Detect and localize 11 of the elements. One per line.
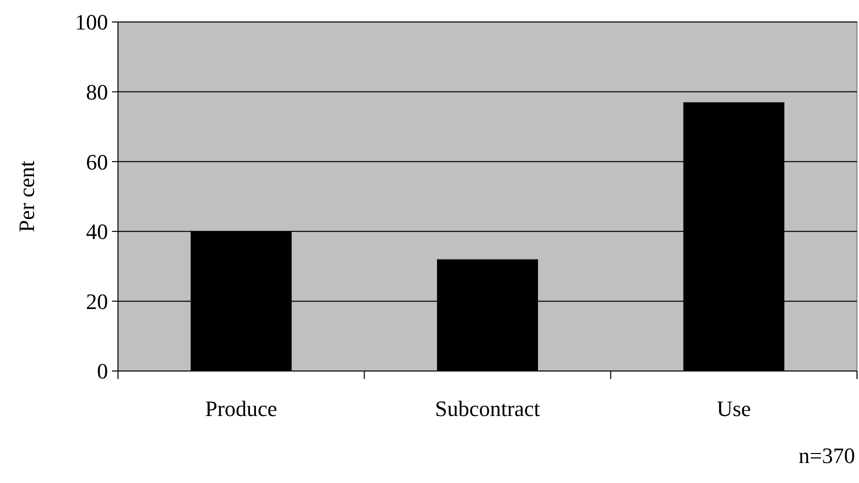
y-tick-label: 40 <box>86 219 108 244</box>
y-tick-label: 80 <box>86 80 108 104</box>
x-tick-label: Use <box>716 396 751 421</box>
x-tick-label: Produce <box>205 396 278 421</box>
y-axis-title: Per cent <box>14 160 39 232</box>
text: n=370 <box>798 443 855 468</box>
y-tick-label: 0 <box>97 358 108 384</box>
y-tick-label: 20 <box>86 288 108 314</box>
x-tick-label: Subcontract <box>434 396 540 421</box>
y-tick-label: 100 <box>75 10 108 35</box>
y-tick-label: 60 <box>86 149 108 174</box>
